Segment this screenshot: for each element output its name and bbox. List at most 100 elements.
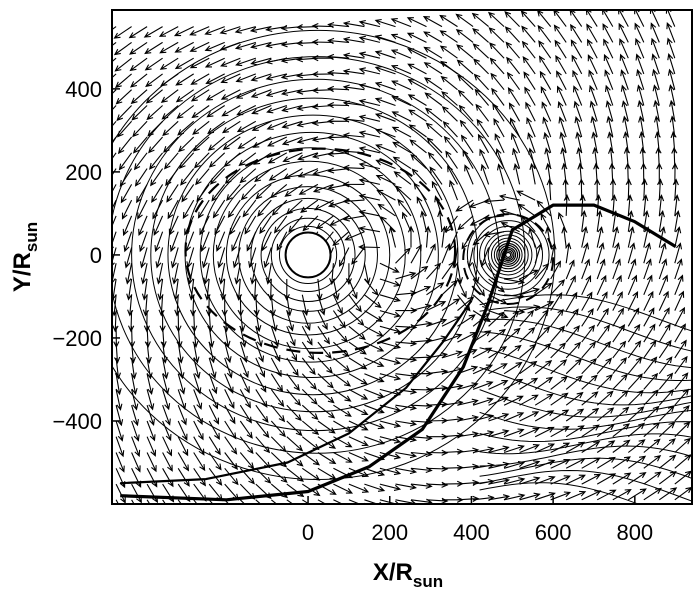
velocity-arrow [407, 63, 427, 75]
velocity-arrow [658, 274, 669, 296]
velocity-arrow [266, 104, 287, 114]
velocity-arrow [596, 407, 615, 422]
velocity-arrow [523, 71, 536, 90]
velocity-arrow [140, 263, 148, 285]
velocity-arrow [534, 282, 553, 296]
velocity-arrow [581, 242, 590, 264]
velocity-arrow [590, 115, 598, 138]
velocity-arrow [141, 278, 148, 301]
velocity-arrow [344, 231, 365, 241]
velocity-arrow [177, 373, 186, 395]
velocity-arrow [255, 184, 272, 200]
velocity-arrow [266, 120, 288, 130]
velocity-arrow [221, 120, 241, 134]
velocity-arrow [112, 184, 117, 193]
velocity-arrow [146, 499, 151, 504]
velocity-arrow [177, 357, 185, 380]
velocity-arrow [327, 134, 349, 141]
velocity-arrow [124, 247, 133, 269]
velocity-arrow [255, 467, 272, 484]
y-tick-label: 200 [65, 160, 102, 185]
spiral-arm-outer [120, 203, 677, 502]
streamline [479, 457, 692, 479]
velocity-arrow [342, 164, 365, 171]
velocity-arrow [214, 215, 226, 236]
velocity-arrow [376, 189, 396, 201]
velocity-arrow [674, 242, 683, 264]
velocity-arrow [270, 467, 288, 483]
velocity-arrow [115, 405, 124, 427]
velocity-arrow [395, 324, 418, 331]
velocity-arrow [177, 468, 190, 487]
velocity-arrow [348, 373, 368, 385]
velocity-arrow [471, 12, 489, 28]
velocity-arrow [395, 467, 418, 475]
velocity-arrow [589, 100, 598, 122]
velocity-arrow [134, 168, 148, 187]
dashed-orbit [184, 147, 457, 354]
velocity-arrow [516, 190, 536, 201]
velocity-arrow [333, 341, 350, 358]
velocity-arrow [364, 404, 385, 414]
velocity-arrow [441, 432, 464, 439]
velocity-arrow [224, 420, 237, 440]
velocity-arrow [620, 69, 629, 90]
velocity-arrow [643, 356, 658, 375]
velocity-arrow [519, 287, 541, 296]
velocity-arrow [565, 259, 575, 280]
velocity-arrow [489, 42, 505, 59]
velocity-arrow [358, 83, 381, 91]
velocity-arrow [329, 215, 350, 226]
velocity-arrow [528, 147, 536, 169]
velocity-arrow [550, 458, 571, 469]
velocity-arrow [131, 420, 140, 442]
velocity-arrow [550, 376, 568, 390]
velocity-arrow [534, 263, 550, 280]
velocity-arrow [416, 196, 427, 217]
velocity-arrow [251, 104, 272, 115]
y-tick-label: −200 [52, 326, 102, 351]
velocity-arrow [208, 436, 221, 456]
velocity-arrow [333, 404, 352, 417]
velocity-arrow [658, 438, 676, 453]
velocity-arrow [276, 231, 288, 252]
velocity-arrow [394, 185, 412, 201]
plot-area [112, 10, 692, 504]
velocity-arrow [627, 340, 642, 359]
velocity-arrow [131, 105, 148, 121]
velocity-arrow [392, 156, 412, 170]
velocity-arrow [529, 162, 536, 185]
velocity-arrow [301, 341, 315, 361]
velocity-arrow [136, 184, 148, 204]
velocity-arrow [565, 341, 582, 359]
velocity-arrow [441, 350, 464, 359]
velocity-arrow [374, 81, 396, 91]
velocity-arrow [239, 341, 248, 364]
velocity-arrow [535, 492, 556, 501]
streamline [479, 469, 692, 502]
velocity-arrow [364, 420, 385, 430]
velocity-arrow [239, 326, 247, 348]
velocity-arrow [113, 26, 132, 39]
velocity-arrow [224, 499, 230, 504]
velocity-arrow [441, 91, 458, 106]
velocity-arrow [351, 247, 365, 265]
velocity-arrow [643, 290, 654, 311]
velocity-arrow [425, 243, 436, 264]
velocity-arrow [457, 215, 474, 231]
velocity-arrow [596, 357, 613, 375]
velocity-arrow [286, 389, 302, 407]
velocity-arrow [462, 149, 474, 169]
velocity-arrow [627, 242, 636, 264]
velocity-arrow [332, 325, 348, 343]
velocity-arrow [464, 164, 474, 185]
velocity-arrow [146, 357, 153, 380]
streamline [479, 389, 692, 418]
velocity-arrow [555, 55, 567, 75]
velocity-arrow [565, 291, 578, 311]
velocity-arrow [112, 152, 117, 160]
velocity-arrow [204, 26, 225, 36]
velocity-arrow [143, 310, 150, 333]
velocity-arrow [426, 465, 449, 472]
